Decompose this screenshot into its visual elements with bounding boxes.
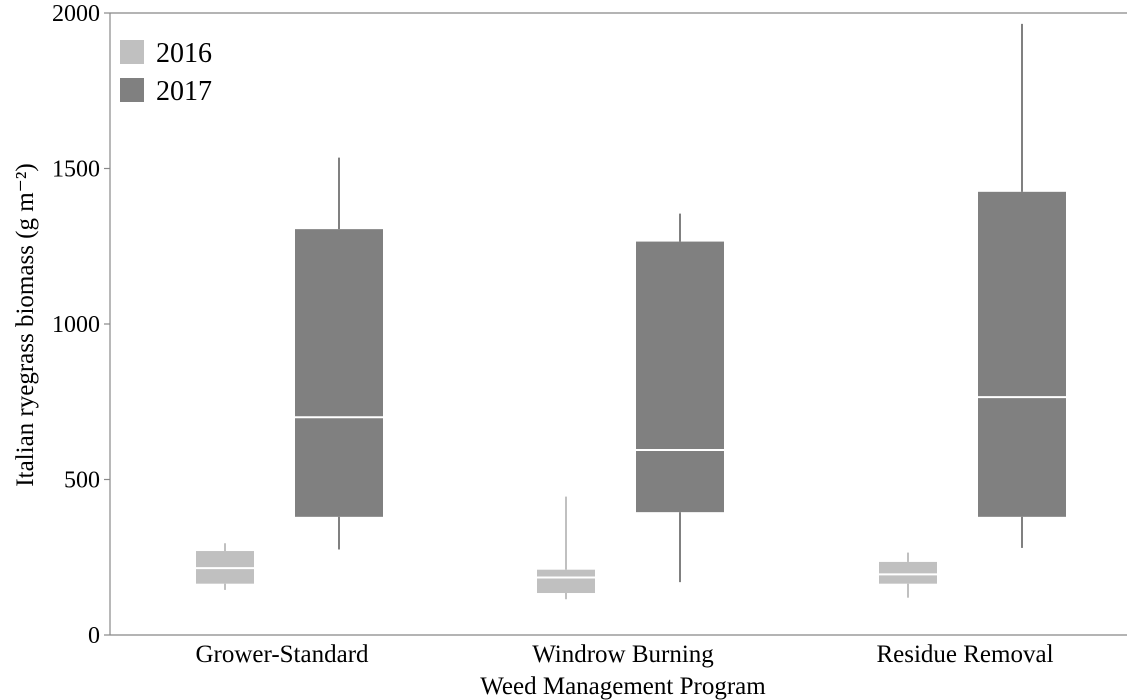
y-tick-label: 1000 [52, 312, 100, 338]
box-iqr [978, 191, 1066, 517]
y-tick-label: 1500 [52, 157, 100, 183]
box-2016-windrow-burning [537, 496, 595, 600]
box-2016-grower-standard [196, 543, 254, 590]
boxes [196, 23, 1066, 600]
box-2017-grower-standard [295, 157, 383, 550]
y-tick-label: 2000 [52, 1, 100, 27]
box-iqr [879, 561, 937, 584]
x-category-label: Windrow Burning [532, 641, 714, 668]
y-tick-label: 500 [64, 468, 100, 494]
y-ticks: 0 500 1000 1500 2000 [52, 1, 110, 649]
box-2017-residue-removal [978, 23, 1066, 548]
box-iqr [636, 241, 724, 513]
box-2016-residue-removal [879, 552, 937, 598]
legend-swatch [120, 78, 144, 102]
x-category-label: Grower-Standard [195, 641, 369, 668]
y-tick-label: 0 [88, 623, 100, 649]
x-category-label: Residue Removal [876, 641, 1053, 668]
legend-label: 2017 [156, 76, 212, 107]
y-axis-title: Italian ryegrass biomass (g m⁻²) [12, 163, 39, 486]
box-iqr [295, 229, 383, 517]
x-category-labels: Grower-Standard Windrow Burning Residue Re… [195, 641, 1053, 668]
legend: 2016 2017 [120, 38, 212, 107]
box-2017-windrow-burning [636, 213, 724, 583]
box-iqr [537, 569, 595, 594]
axes [109, 12, 1127, 636]
legend-label: 2016 [156, 38, 212, 69]
legend-swatch [120, 40, 144, 64]
x-axis-title: Weed Management Program [480, 673, 766, 700]
